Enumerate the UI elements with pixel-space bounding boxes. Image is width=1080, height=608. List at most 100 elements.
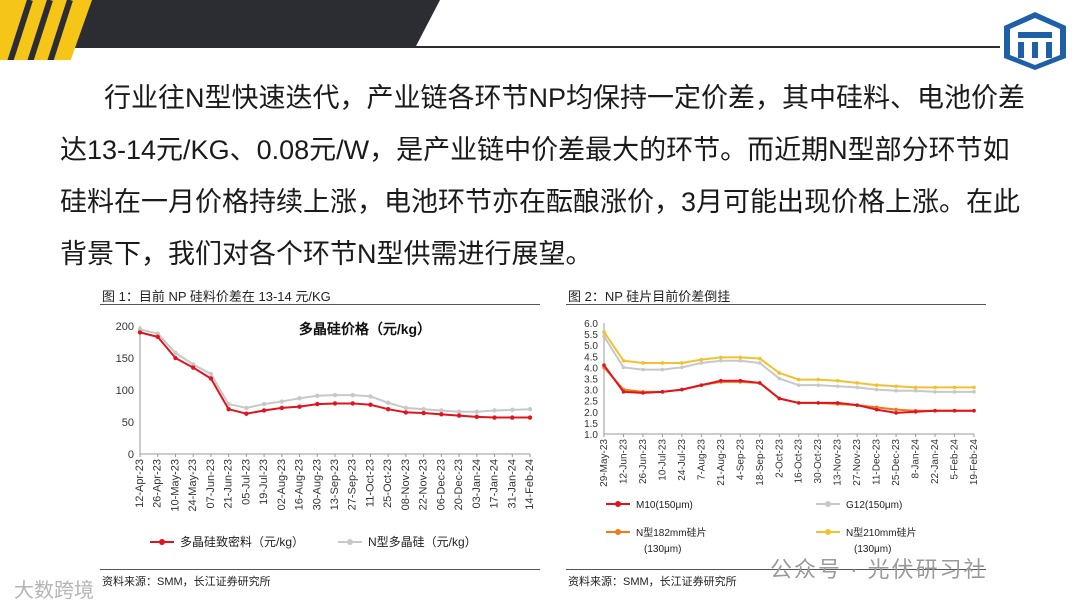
data-point-s2 [972, 390, 976, 394]
data-point-s2 [137, 327, 143, 332]
data-point-s4 [952, 385, 957, 390]
y-tick-label: 5.5 [584, 330, 598, 341]
x-tick-label: 27-Sep-23 [347, 459, 359, 510]
data-point-s2 [315, 393, 320, 398]
data-point-s2 [403, 405, 409, 411]
y-tick-label: 1.5 [584, 419, 598, 430]
x-tick-label: 22-Jan-24 [930, 439, 941, 484]
logo-icon [1004, 12, 1066, 70]
data-point-s1 [208, 376, 214, 381]
x-tick-label: 11-Dec-23 [872, 439, 883, 485]
data-point-s2 [244, 405, 249, 411]
x-tick-label: 30-Oct-23 [813, 439, 824, 484]
data-point-s2 [368, 394, 373, 399]
x-tick-label: 30-Aug-23 [311, 459, 323, 510]
legend-label-2: G12(150μm) [846, 500, 902, 511]
series-line-4 [603, 331, 974, 389]
y-tick-label: 2.0 [584, 408, 598, 419]
x-tick-label: 5-Feb-24 [950, 439, 961, 480]
x-tick-label: 22-Nov-23 [418, 459, 430, 510]
data-point-s1 [261, 408, 267, 413]
data-point-s4 [816, 377, 821, 382]
data-point-s2 [350, 392, 355, 398]
data-point-s1 [456, 413, 462, 418]
x-tick-label: 19-Jul-23 [258, 459, 270, 505]
data-point-s4 [660, 361, 665, 365]
data-point-s2 [456, 409, 462, 414]
figure2-caption: 图 2：NP 硅片目前价差倒挂 [568, 289, 731, 304]
data-point-s2 [226, 401, 231, 407]
data-point-s4 [621, 358, 626, 363]
paragraph-line-2: 达13-14元/KG、0.08元/W，是产业链中价差最大的环节。而近期N型部分环… [60, 135, 1010, 165]
y-tick-label: 200 [116, 321, 134, 333]
data-point-s1 [315, 401, 320, 407]
data-point-s1 [421, 410, 426, 416]
data-point-s1 [510, 415, 515, 420]
data-point-s2 [474, 409, 480, 414]
data-point-s4 [894, 384, 898, 389]
data-point-s4 [680, 361, 684, 365]
x-tick-label: 21-Jun-23 [223, 459, 235, 509]
data-point-s4 [602, 330, 606, 334]
y-tick-label: 100 [116, 385, 134, 397]
header-banner [0, 0, 1000, 60]
legend-label-2: N型多晶硅（元/kg） [368, 535, 477, 549]
data-point-s4 [796, 377, 801, 382]
data-point-s2 [757, 361, 762, 365]
data-point-s1 [796, 401, 801, 405]
y-tick-label: 5.0 [584, 341, 598, 352]
x-tick-label: 2-Oct-23 [774, 439, 785, 478]
x-tick-label: 7-Aug-23 [696, 439, 707, 481]
x-tick-label: 08-Nov-23 [400, 459, 412, 510]
data-point-s1 [474, 414, 480, 420]
data-point-s2 [816, 383, 821, 387]
legend-marker-2 [825, 501, 831, 507]
data-point-s1 [244, 411, 249, 416]
figure2-bottom-rule [566, 569, 986, 570]
x-tick-label: 02-Aug-23 [276, 459, 288, 510]
data-point-s2 [261, 401, 267, 407]
figure2-source: 资料来源：SMM，长江证券研究所 [568, 576, 737, 588]
data-point-s2 [190, 362, 196, 367]
data-point-s1 [855, 403, 859, 407]
legend-marker-4 [825, 529, 831, 535]
data-point-s4 [641, 361, 645, 365]
data-point-s2 [385, 400, 391, 405]
legend-label-1: 多晶硅致密料（元/kg） [180, 534, 304, 549]
x-tick-label: 27-Nov-23 [852, 439, 863, 486]
y-tick-label: 4.5 [584, 352, 598, 363]
data-point-s2 [208, 371, 214, 377]
data-point-s1 [835, 401, 840, 405]
data-point-s1 [527, 415, 533, 420]
series-line-3 [603, 366, 974, 412]
data-point-s1 [894, 411, 898, 415]
x-tick-label: 10-Jul-23 [657, 439, 668, 481]
x-tick-label: 03-Jan-24 [471, 459, 483, 509]
data-point-s1 [680, 387, 684, 392]
x-tick-label: 24-May-23 [187, 459, 199, 512]
data-point-s4 [855, 381, 859, 385]
data-point-s1 [621, 390, 626, 394]
intro-paragraph: 行业往N型快速迭代，产业链各环节NP均保持一定价差，其中硅料、电池价差 达13-… [60, 72, 1040, 280]
x-tick-label: 19-Feb-24 [969, 439, 980, 486]
x-tick-label: 26-Apr-23 [152, 459, 164, 508]
data-point-s2 [874, 387, 879, 392]
data-point-s1 [403, 410, 409, 415]
data-point-s2 [527, 407, 533, 412]
data-point-s2 [602, 334, 606, 339]
x-tick-label: 16-Oct-23 [794, 439, 805, 484]
x-tick-label: 18-Sep-23 [755, 439, 766, 486]
x-tick-label: 07-Jun-23 [205, 459, 217, 509]
paragraph-line-1: 行业往N型快速迭代，产业链各环节NP均保持一定价差，其中硅料、电池价差 [104, 83, 1026, 113]
legend-marker-1 [615, 501, 621, 507]
data-point-s4 [972, 385, 976, 390]
x-tick-label: 10-May-23 [169, 459, 181, 512]
data-point-s1 [492, 415, 497, 420]
data-point-s4 [757, 356, 762, 361]
data-point-s1 [368, 402, 373, 407]
data-point-s2 [796, 383, 801, 387]
data-point-s2 [719, 358, 723, 363]
figure1-bottom-rule [100, 569, 540, 570]
data-point-s2 [660, 367, 665, 372]
x-tick-label: 29-May-23 [599, 439, 610, 487]
